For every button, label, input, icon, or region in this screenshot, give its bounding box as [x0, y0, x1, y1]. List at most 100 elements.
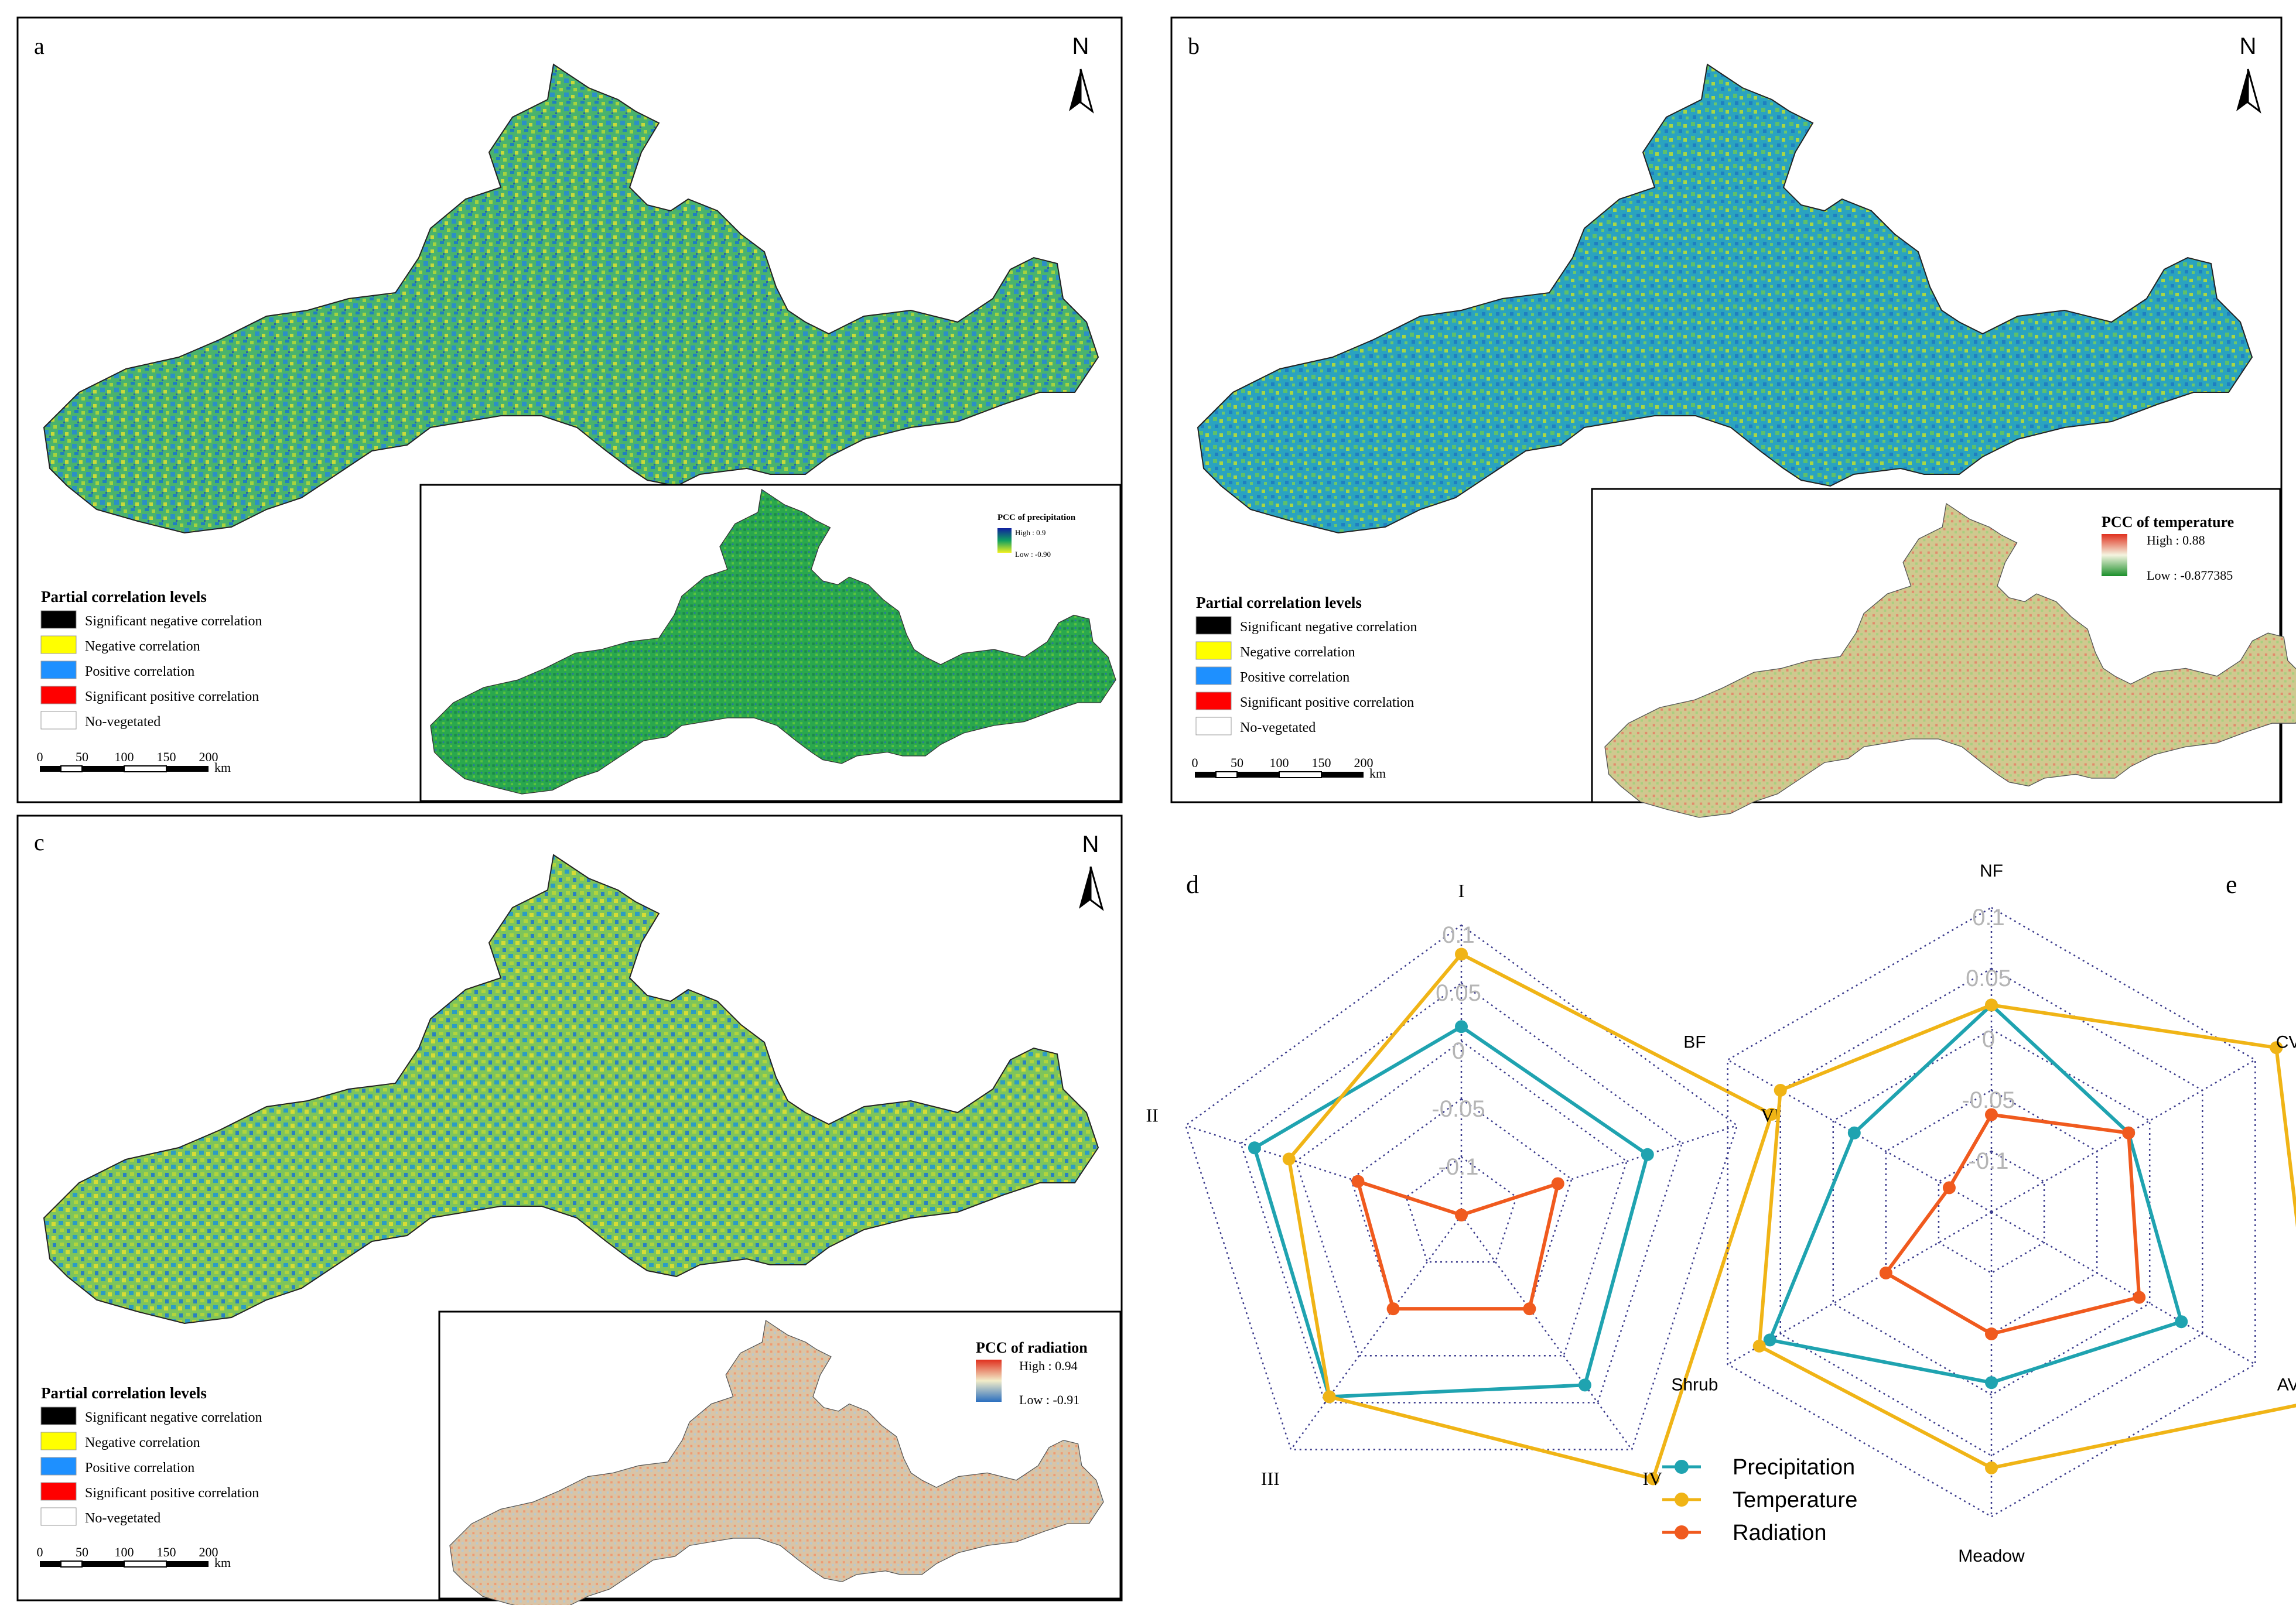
radar-point-radiation: [1942, 1181, 1956, 1195]
radar-ring-label: -0.1: [1969, 1148, 2009, 1174]
radar-point-temperature: [1774, 1084, 1787, 1097]
radar-grid-ring: [1832, 1028, 2151, 1396]
radar-ring-label: 0: [1452, 1038, 1465, 1064]
svg-text:Positive correlation: Positive correlation: [1240, 670, 1349, 685]
svg-text:PCC of radiation: PCC of radiation: [976, 1339, 1088, 1356]
panel-a-label: a: [34, 33, 45, 59]
svg-text:Significant positive correlati: Significant positive correlation: [1240, 695, 1414, 710]
svg-text:km: km: [214, 1555, 231, 1570]
svg-text:50: 50: [76, 750, 88, 764]
radar-ring-label: -0.1: [1439, 1154, 1479, 1180]
radar-point-precipitation: [2175, 1315, 2188, 1329]
radar-axis-label: AV: [2277, 1375, 2296, 1395]
radar-axis-label: IV: [1642, 1468, 1662, 1489]
svg-text:High : 0.94: High : 0.94: [1019, 1358, 1078, 1373]
panel-c: c N Partial correlation levels Significa…: [16, 815, 1123, 1605]
radar-series-precipitation: [1252, 1024, 1650, 1399]
radar-point-temperature: [1752, 1339, 1766, 1353]
svg-text:0: 0: [37, 750, 43, 764]
radar-grid-ring: [1405, 1156, 1518, 1263]
radar-spoke: [1727, 1059, 1992, 1213]
legend-item-3: Significant positive correlation: [85, 689, 259, 704]
radar-point-radiation: [1985, 1108, 1998, 1121]
radar-point-precipitation: [1248, 1141, 1261, 1155]
radar-point-radiation: [1386, 1302, 1400, 1316]
legend-label-precipitation: Precipitation: [1733, 1455, 1855, 1480]
legend-swatch-1: [40, 635, 77, 654]
svg-text:Partial correlation levels: Partial correlation levels: [41, 1384, 207, 1402]
north-arrow-icon: [1069, 69, 1081, 111]
radar-spoke: [1991, 1059, 2256, 1213]
legend-item-2: Positive correlation: [85, 664, 194, 679]
svg-text:N: N: [1082, 831, 1099, 857]
radar-axis-label: BF: [1683, 1033, 1706, 1052]
radar-point-precipitation: [1985, 1376, 1998, 1390]
radar-series-radiation: [1883, 1113, 2141, 1336]
north-arrow-b: N: [2236, 33, 2261, 114]
north-arrow-a: N: [1069, 33, 1094, 114]
radar-point-radiation: [2133, 1291, 2146, 1304]
svg-text:200: 200: [1354, 755, 1374, 770]
inset-title-a: PCC of precipitation: [997, 513, 1076, 522]
north-arrow-icon: [1079, 867, 1091, 909]
radar-ring-label: 0: [1982, 1026, 1995, 1052]
inset-a: PCC of precipitation High : 0.9 Low : -0…: [419, 484, 1122, 802]
svg-text:150: 150: [1312, 755, 1331, 770]
radar-panel-label: e: [2226, 870, 2237, 899]
radar-ring-label: 0.05: [1966, 966, 2011, 991]
legend-swatch-4: [40, 711, 77, 730]
radar-point-temperature: [1646, 1472, 1660, 1486]
svg-text:Negative correlation: Negative correlation: [1240, 645, 1355, 660]
scale-bar-c: 0 50 100 150 200 km: [37, 1545, 231, 1570]
radar-point-temperature: [2270, 1041, 2283, 1055]
radar-chart-e: 0.1 0.05 0 -0.05 -0.1 NF CV AV Meadow Shrub BF e: [1671, 861, 2296, 1566]
svg-text:Significant negative correlati: Significant negative correlation: [1240, 620, 1417, 635]
radar-grid-ring: [1295, 1040, 1628, 1357]
radar-axis-label: Shrub: [1671, 1375, 1718, 1395]
svg-text:150: 150: [157, 750, 176, 764]
svg-text:Low : -0.90: Low : -0.90: [1015, 550, 1051, 559]
radar-point-precipitation: [1763, 1333, 1776, 1347]
radar-point-radiation: [1985, 1327, 1998, 1340]
legend-label-radiation: Radiation: [1733, 1521, 1827, 1545]
legend-title: Partial correlation levels: [41, 588, 207, 605]
svg-text:Partial correlation levels: Partial correlation levels: [1196, 594, 1362, 611]
radar-ring-label: 0.1: [1442, 922, 1475, 948]
svg-text:150: 150: [157, 1545, 176, 1559]
inset-c: PCC of radiation High : 0.94 Low : -0.91: [438, 1310, 1122, 1605]
panel-b: b N Partial correlation levels Significa…: [1170, 16, 2296, 818]
legend-item-0: Significant negative correlation: [85, 614, 262, 629]
svg-text:200: 200: [199, 1545, 218, 1559]
legend-item-1: Negative correlation: [85, 639, 200, 654]
svg-text:Low : -0.91: Low : -0.91: [1019, 1392, 1079, 1407]
radar-point-temperature: [1323, 1390, 1336, 1404]
radar-axis-label: CV: [2276, 1033, 2296, 1052]
svg-text:km: km: [1369, 766, 1386, 781]
radar-axis-label: Meadow: [1958, 1546, 2025, 1566]
radar-point-precipitation: [1847, 1126, 1861, 1139]
legend-swatch-2: [40, 661, 77, 679]
svg-text:No-vegetated: No-vegetated: [85, 1511, 160, 1526]
legend-a: Partial correlation levels Significant n…: [40, 588, 262, 730]
radar-series-temperature: [1757, 1003, 2296, 1470]
legend-marker-radiation: [1675, 1525, 1689, 1539]
svg-text:50: 50: [1231, 755, 1243, 770]
svg-text:Significant negative correlati: Significant negative correlation: [85, 1410, 262, 1425]
radar-point-temperature: [1985, 1461, 1998, 1474]
radar-point-radiation: [1351, 1175, 1365, 1188]
svg-text:0: 0: [1192, 755, 1198, 770]
svg-text:0: 0: [37, 1545, 43, 1559]
radar-point-radiation: [1879, 1267, 1892, 1279]
radar-point-temperature: [1455, 947, 1468, 961]
svg-text:N: N: [2240, 33, 2257, 59]
radar-point-precipitation: [1641, 1148, 1654, 1161]
inset-colorbar-a: [997, 528, 1012, 553]
north-arrow-c: N: [1079, 831, 1104, 911]
radar-axis-label: II: [1146, 1104, 1159, 1125]
svg-text:Positive correlation: Positive correlation: [85, 1460, 194, 1476]
legend-item-4: No-vegetated: [85, 714, 160, 730]
svg-text:Low : -0.877385: Low : -0.877385: [2147, 568, 2233, 583]
scale-bar-b: 0 50 100 150 200 km: [1192, 755, 1386, 781]
radar-point-radiation: [1455, 1209, 1468, 1221]
radar-panel-label: d: [1186, 870, 1199, 899]
